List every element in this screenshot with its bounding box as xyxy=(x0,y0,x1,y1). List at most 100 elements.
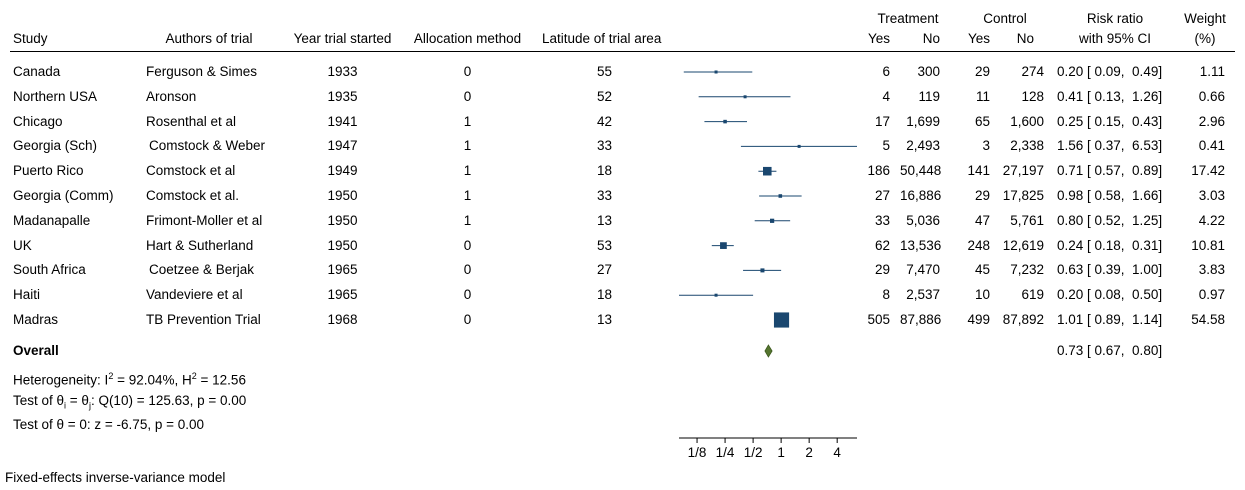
cell-treatment-no: 50,448 xyxy=(900,163,942,179)
cell-treatment-yes: 6 xyxy=(882,64,890,79)
cell-control-yes: 141 xyxy=(967,163,990,179)
point-marker xyxy=(769,218,775,223)
latitude-header: Latitude of trial area xyxy=(542,31,662,46)
cell-authors: Hart & Sutherland xyxy=(146,237,254,253)
point-marker xyxy=(797,144,801,148)
cell-treatment-no: 2,493 xyxy=(906,138,940,154)
cell-authors: Rosenthal et al xyxy=(146,113,237,129)
cell-study: UK xyxy=(13,237,32,253)
weight-header-line1: Weight xyxy=(1184,11,1226,26)
cell-year: 1965 xyxy=(327,262,358,278)
cell-weight: 4.22 xyxy=(1198,212,1225,228)
cell-year: 1933 xyxy=(327,64,358,79)
x-tick-label: 1 xyxy=(777,445,785,460)
point-marker xyxy=(743,95,747,99)
cell-allocation: 0 xyxy=(463,262,472,278)
weight-header-line2: (%) xyxy=(1194,31,1216,46)
cell-latitude: 53 xyxy=(596,237,613,253)
authors-header: Authors of trial xyxy=(165,31,253,46)
allocation-header: Allocation method xyxy=(413,31,522,46)
x-tick-label: 1/8 xyxy=(688,445,707,460)
cell-weight: 17.42 xyxy=(1191,163,1225,179)
cell-treatment-yes: 33 xyxy=(874,212,890,228)
cell-authors: Vandeviere et al xyxy=(146,287,243,303)
cell-control-no: 17,825 xyxy=(1002,188,1044,203)
cell-allocation: 1 xyxy=(463,163,472,179)
test-theta-zero-text: Test of θ = 0: z = -6.75, p = 0.00 xyxy=(13,417,204,432)
cell-control-no: 1,600 xyxy=(1010,113,1044,129)
cell-control-yes: 29 xyxy=(974,188,990,203)
cell-allocation: 0 xyxy=(463,64,472,79)
cell-control-yes: 499 xyxy=(967,312,990,327)
point-marker xyxy=(778,194,783,198)
cell-weight: 0.41 xyxy=(1198,138,1225,154)
cell-control-yes: 248 xyxy=(967,237,990,253)
cell-year: 1968 xyxy=(327,312,358,327)
cell-weight: 3.03 xyxy=(1198,188,1225,203)
point-marker xyxy=(714,293,718,297)
cell-year: 1950 xyxy=(327,237,358,253)
cell-control-no: 274 xyxy=(1021,64,1044,79)
point-marker xyxy=(760,268,765,273)
x-tick-label: 2 xyxy=(805,445,813,460)
cell-control-no: 2,338 xyxy=(1010,138,1044,154)
cell-latitude: 33 xyxy=(596,188,613,203)
cell-authors: Comstock et al. xyxy=(146,188,240,203)
cell-weight: 10.81 xyxy=(1191,237,1225,253)
cell-weight: 54.58 xyxy=(1191,312,1225,327)
point-marker xyxy=(723,119,727,124)
cell-allocation: 1 xyxy=(463,138,472,154)
cell-allocation: 1 xyxy=(463,113,472,129)
point-marker xyxy=(763,166,772,176)
cell-latitude: 13 xyxy=(596,212,613,228)
cell-treatment-yes: 17 xyxy=(874,113,890,129)
cell-latitude: 52 xyxy=(596,88,613,104)
cell-control-yes: 3 xyxy=(982,138,990,154)
cell-study: Madanapalle xyxy=(13,212,91,228)
rr-header-line1: Risk ratio xyxy=(1086,11,1144,26)
cell-year: 1965 xyxy=(327,287,358,303)
cell-authors: TB Prevention Trial xyxy=(146,312,261,327)
cell-authors: Ferguson & Simes xyxy=(146,64,258,79)
cell-control-no: 128 xyxy=(1021,88,1044,104)
cell-control-yes: 65 xyxy=(974,113,990,129)
cell-year: 1947 xyxy=(327,138,358,154)
cell-study: Northern USA xyxy=(13,88,98,104)
cell-weight: 2.96 xyxy=(1198,113,1225,129)
cell-study: Chicago xyxy=(13,113,63,129)
cell-treatment-no: 1,699 xyxy=(906,113,940,129)
cell-allocation: 1 xyxy=(463,188,472,203)
cell-treatment-no: 16,886 xyxy=(900,188,942,203)
cell-allocation: 0 xyxy=(463,88,472,104)
cell-allocation: 0 xyxy=(463,287,472,303)
cell-treatment-no: 5,036 xyxy=(906,212,940,228)
control-yes-header: Yes xyxy=(967,31,990,46)
footnote: Fixed-effects inverse-variance model xyxy=(5,470,226,485)
cell-treatment-yes: 8 xyxy=(882,287,890,303)
treatment-header: Treatment xyxy=(877,11,939,26)
overall-diamond xyxy=(764,344,773,358)
cell-latitude: 55 xyxy=(596,64,613,79)
cell-control-yes: 29 xyxy=(974,64,990,79)
cell-allocation: 0 xyxy=(463,237,472,253)
year-header: Year trial started xyxy=(293,31,392,46)
cell-year: 1941 xyxy=(327,113,358,129)
cell-risk-ratio: 0.80 [ 0.52, 1.25] xyxy=(1057,212,1163,228)
control-no-header: No xyxy=(1016,31,1034,46)
cell-study: Georgia (Sch) xyxy=(13,138,98,154)
header-rule xyxy=(10,51,1235,52)
cell-year: 1950 xyxy=(327,188,358,203)
rr-header-line2: with 95% CI xyxy=(1078,31,1152,46)
cell-risk-ratio: 0.63 [ 0.39, 1.00] xyxy=(1057,262,1163,278)
cell-authors: Comstock et al xyxy=(146,163,236,179)
cell-allocation: 0 xyxy=(463,312,472,327)
cell-control-no: 5,761 xyxy=(1010,212,1044,228)
cell-risk-ratio: 0.71 [ 0.57, 0.89] xyxy=(1057,163,1163,179)
cell-latitude: 27 xyxy=(596,262,613,278)
x-tick-label: 1/4 xyxy=(716,445,735,460)
overall-rr: 0.73 [ 0.67, 0.80] xyxy=(1057,343,1163,358)
cell-authors: Comstock & Weber xyxy=(149,138,266,154)
x-tick-label: 1/2 xyxy=(744,445,763,460)
cell-study: Georgia (Comm) xyxy=(13,188,114,203)
